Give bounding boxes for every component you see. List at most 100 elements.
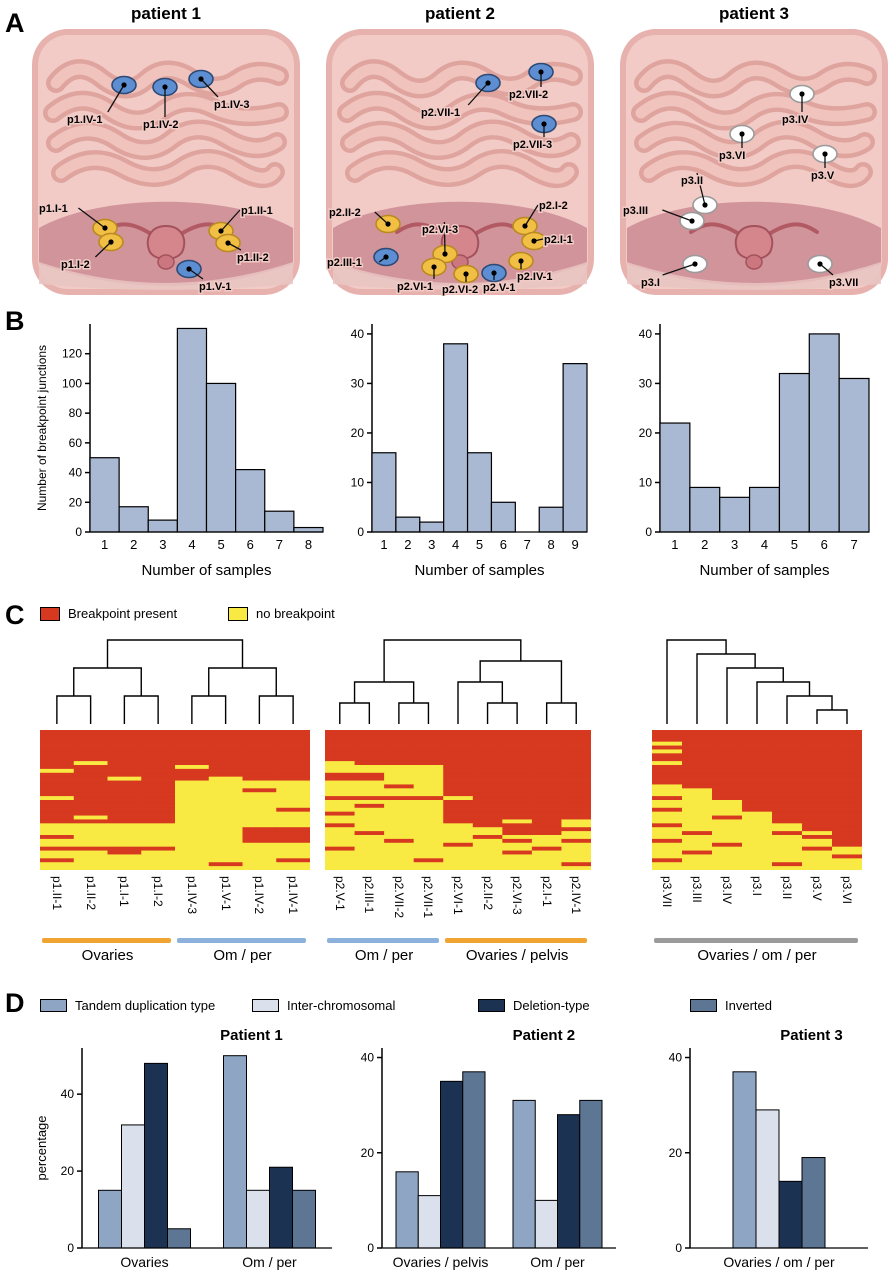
sample-group-label: Ovaries [81,947,134,964]
heatmap-col-label: p1.II-2 [83,876,98,911]
y-tick-label: 0 [645,525,652,539]
sample-marker-p1.I-2: p1.I-2 [60,232,124,273]
x-category-label: Ovaries / pelvis [393,1254,489,1270]
patient-2-title: patient 2 [425,4,495,23]
x-tick-label: 1 [671,537,678,552]
sample-label: p3.IV [782,114,809,126]
sample-dot [799,91,805,97]
x-tick-label: 3 [731,537,738,552]
heatmap-col-label: p2.VII-1 [421,876,436,919]
sample-group-label: Om / per [354,947,414,964]
x-tick-label: 6 [821,537,828,552]
hist-bar [147,519,178,533]
y-tick-label: 30 [639,376,653,390]
x-tick-label: 6 [500,537,507,552]
sample-marker-p2.I-2: p2.I-2 [512,199,569,236]
y-tick-label: 20 [351,426,365,440]
hist-bar [490,501,516,533]
bar-deletion-type [778,1180,803,1249]
grouped-bar-patient-2: 0 20 40 Ovaries / pelvis Om / per Patient 2 [361,1027,616,1270]
y-tick-label: 60 [69,436,83,450]
sample-group-underline [327,938,440,943]
bar-inverted [292,1189,316,1249]
sample-marker-p1.V-1: p1.V-1 [176,259,233,295]
bar-tandem-duplication-type [732,1071,757,1249]
anatomy-background [620,29,888,295]
sample-label: p2.IV-1 [517,271,552,283]
sample-group-underline [654,938,858,943]
hist-bar [419,521,445,533]
leader-line [443,221,446,255]
heatmap-col-label: p2.VII-2 [391,876,406,919]
hist-bar [719,496,751,533]
sample-dot [102,225,108,231]
x-tick-label: 9 [571,537,578,552]
heatmap-col-label: p2.V-1 [332,876,347,911]
x-tick-label: 8 [548,537,555,552]
panel-label-a: A [5,8,25,38]
x-tick-label: 1 [380,537,387,552]
sample-label: p2.VII-3 [513,139,552,151]
dendrogram-branch [756,681,811,724]
legend-swatch-icon [478,999,505,1012]
y-tick-label: 20 [69,495,83,509]
y-tick-label: 40 [669,1051,683,1065]
sample-marker-p2.VII-2: p2.VII-2 [508,62,554,103]
x-tick-label: 5 [476,537,483,552]
heatmap-col-label: p3.VII [660,876,674,908]
heatmap-svg [652,639,862,870]
dendrogram-branch [191,695,227,724]
sample-label: p1.IV-1 [67,114,102,126]
x-tick-label: 5 [791,537,798,552]
hist-bar [689,486,721,533]
bar-inverted [801,1157,826,1249]
bar-deletion-type [144,1062,168,1249]
y-tick-label: 20 [669,1146,683,1160]
sample-label: p3.VI [719,150,745,162]
sample-marker-p2.VI-2: p2.VI-2 [441,264,480,296]
y-tick-label: 0 [675,1241,682,1255]
heatmap-col-label: p2.III-1 [362,876,377,914]
sample-dot [822,151,828,157]
leader-line [188,268,204,280]
x-tick-label: 4 [452,537,459,552]
hist-bar [659,422,691,533]
sample-dot [442,251,448,257]
y-tick-label: 40 [69,466,83,480]
sample-dot [431,264,437,270]
sample-label: p1.II-1 [241,205,273,217]
y-axis-label: percentage [34,1115,49,1180]
histogram-patient-2: 0 10 20 30 40 1 2 3 4 5 6 7 8 9 Number of samples [351,324,588,579]
bar-inter-chromosomal [417,1195,441,1249]
sample-label: p2.VII-2 [509,89,548,101]
sample-label: p2.II-2 [329,207,361,219]
dendrogram-branch [383,639,522,682]
hist-bar [778,372,810,533]
y-tick-label: 20 [61,1164,75,1178]
hist-bar [371,452,397,533]
sample-marker-p3.VII: p3.VII [807,254,860,291]
sample-marker-p3.V: p3.V [810,144,838,184]
heatmap-col-label: p2.IV-1 [569,876,584,915]
sample-marker-p3.III: p3.III [622,204,705,231]
x-tick-label: 5 [217,537,224,552]
sample-label: p3.V [811,170,835,182]
sample-marker-p3.VI: p3.VI [718,124,755,164]
legend-swatch-icon [228,606,248,621]
heatmap-col-label: p1.V-1 [218,876,233,911]
heatmap-legend-item: no breakpoint [228,606,335,621]
y-axis-label: Number of breakpoint junctions [35,345,49,511]
dendrogram-branch [398,702,430,724]
sample-marker-p2.III-1: p2.III-1 [326,247,399,271]
panel-label-b: B [5,306,25,336]
bar-tandem-duplication-type [98,1189,122,1249]
sample-dot [541,121,547,127]
y-tick-label: 0 [75,525,82,539]
y-tick-label: 20 [361,1146,375,1160]
breakpoint-type-legend-item: Inter-chromosomal [252,998,395,1013]
y-tick-label: 120 [62,347,82,361]
chart-title: Patient 1 [220,1027,283,1044]
hist-bar [395,516,421,533]
sample-marker-p2.II-2: p2.II-2 [328,206,401,234]
dendrogram-branch [106,639,244,668]
